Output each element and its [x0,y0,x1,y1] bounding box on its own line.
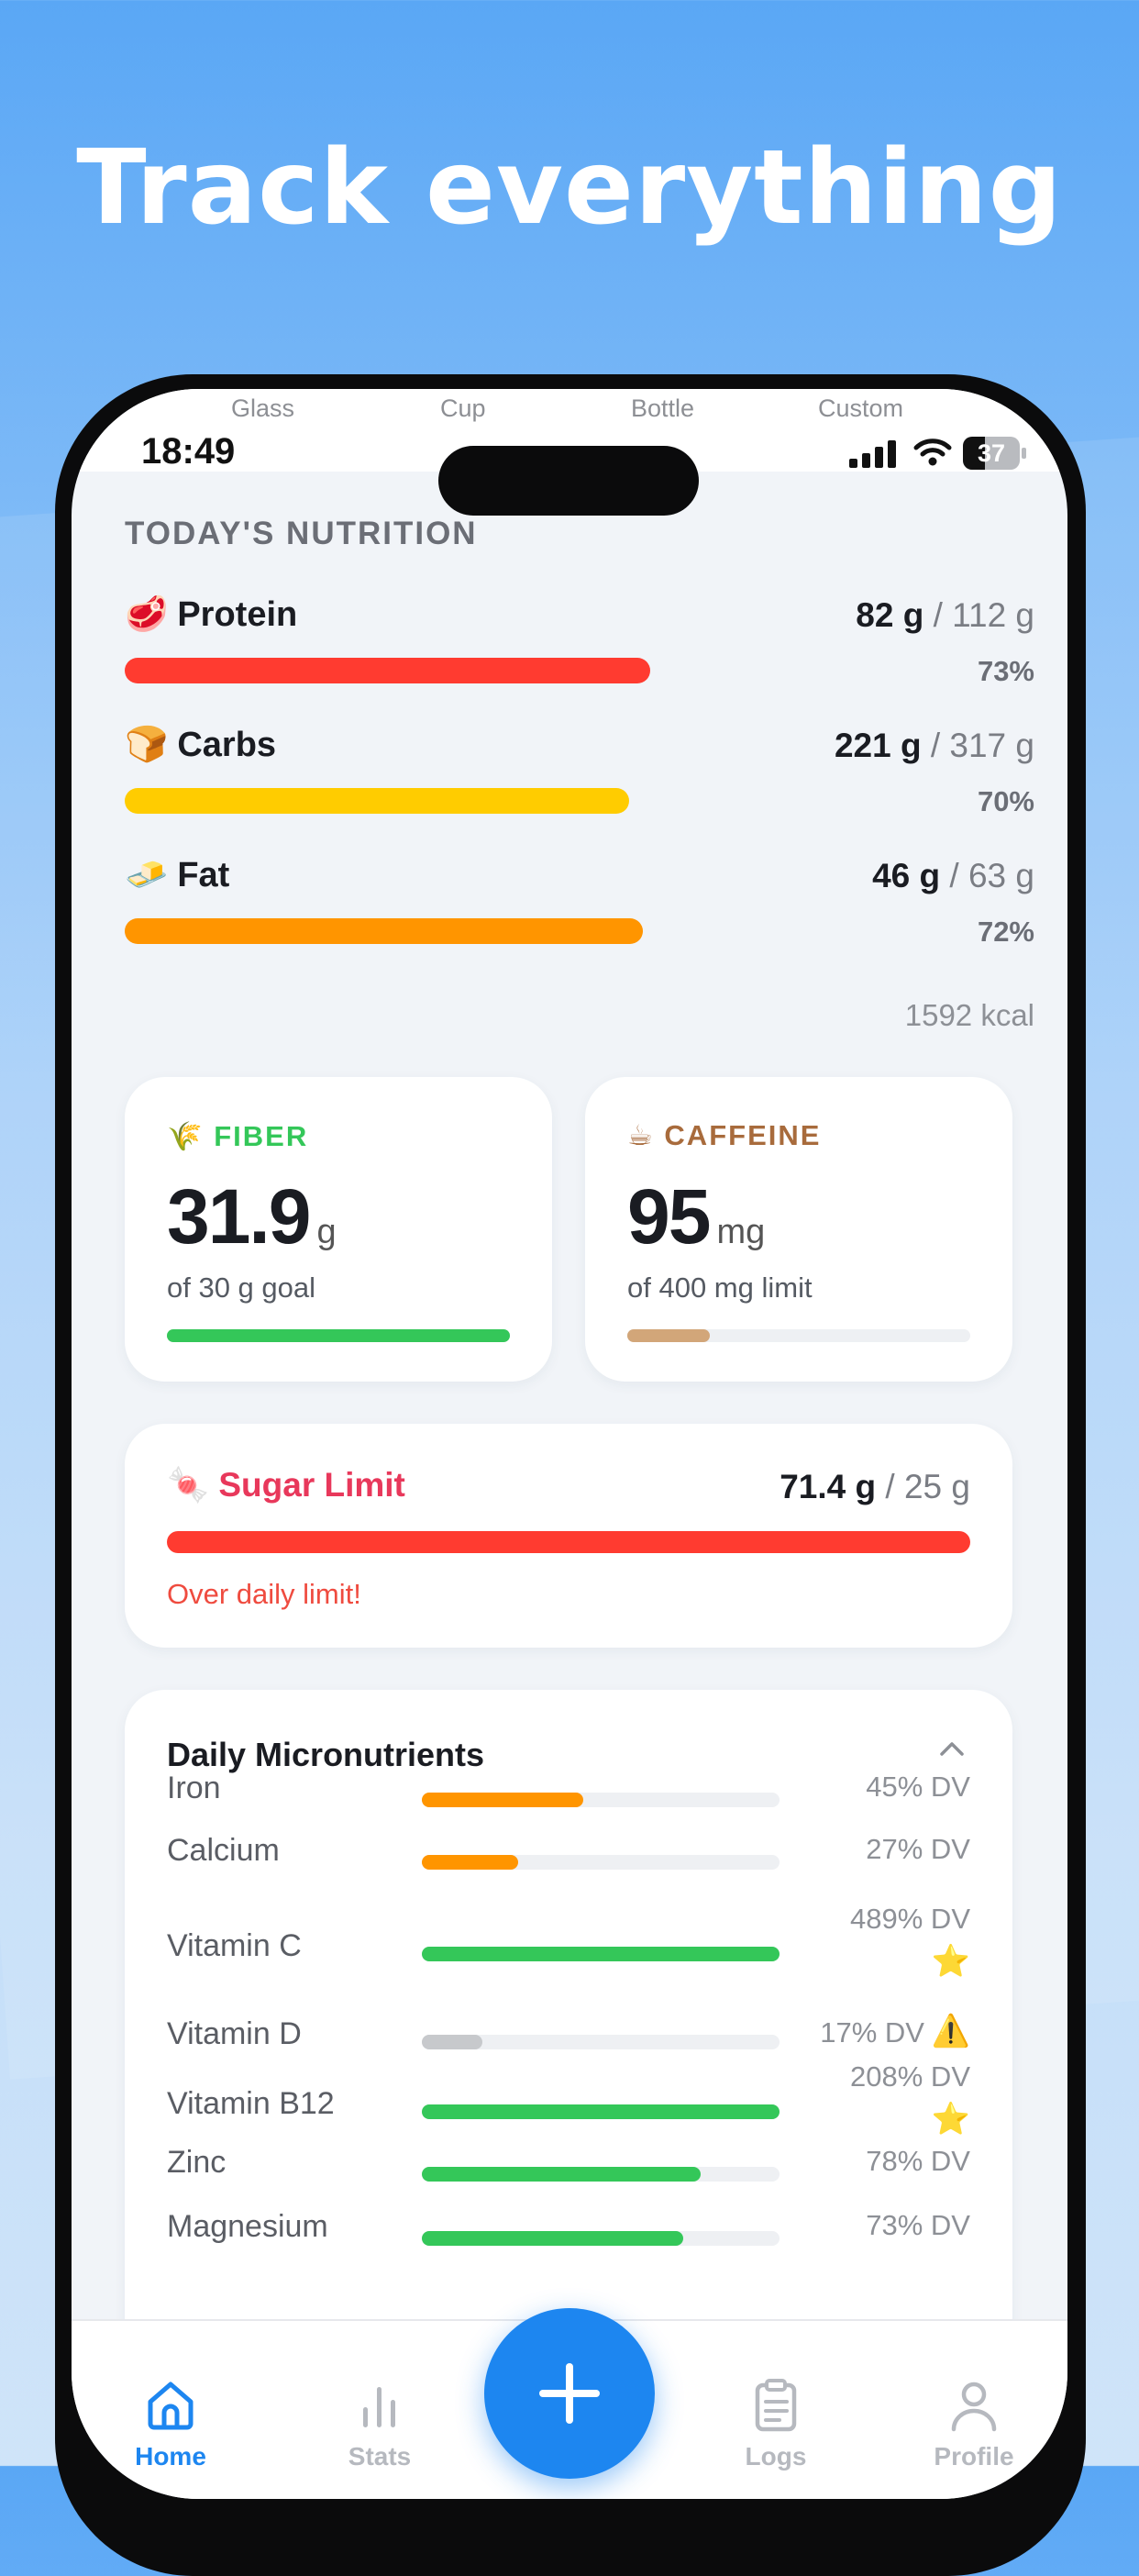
micronutrient-progress-track [422,2167,780,2182]
caffeine-progress-track [627,1329,970,1342]
macro-protein-percent: 73% [977,655,1034,687]
micronutrients-title: Daily Micronutrients [167,1736,485,1773]
macro-fat-percent: 72% [977,916,1034,948]
star-icon: ⭐ [931,2102,970,2137]
chevron-up-icon[interactable] [939,1739,965,1758]
tab-bottle[interactable]: Bottle [631,394,695,422]
micronutrient-name: Iron [167,1771,221,1805]
micronutrient-name: Vitamin D [167,2016,302,2051]
micronutrient-dv: 78% DV [866,2145,970,2177]
micronutrient-progress-track [422,1855,780,1870]
section-title: TODAY'S NUTRITION [125,516,478,551]
add-button[interactable] [484,2308,655,2479]
carbs-progress-bar [125,788,629,814]
micronutrient-name: Zinc [167,2145,227,2180]
micronutrient-progress-track [422,2035,780,2049]
status-bar: Glass Cup Bottle Custom 18:49 37 [72,389,1067,472]
micronutrients-card: Daily Micronutrients Iron 45% DV Calcium 27… [125,1690,1012,2387]
micronutrient-progress-fill [422,1947,780,1961]
micronutrient-dv: 208% DV [850,2060,970,2093]
cellular-signal-icon [849,440,896,468]
nav-profile[interactable]: Profile [910,2376,1038,2471]
caffeine-value: 95 mg [627,1173,766,1260]
container-tabs: Glass Cup Bottle Custom [72,394,1067,431]
macro-carbs-percent: 70% [977,785,1034,817]
fiber-label: 🌾 FIBER [167,1120,309,1152]
caffeine-progress-fill [627,1329,710,1342]
micronutrient-progress-track [422,2104,780,2119]
nav-stats[interactable]: Stats [315,2376,444,2471]
bar-chart-icon [363,2387,395,2427]
micronutrient-progress-fill [422,2035,483,2049]
sugar-warning: Over daily limit! [167,1578,361,1610]
caffeine-limit: of 400 mg limit [627,1271,813,1304]
micronutrient-dv: 27% DV [866,1833,970,1865]
home-icon [148,2382,194,2430]
sugar-card[interactable]: 🍬 Sugar Limit 71.4 g / 25 g Over daily l… [125,1424,1012,1648]
clipboard-icon [755,2379,797,2432]
micronutrient-progress-fill [422,2231,683,2246]
micronutrient-progress-fill [422,2167,702,2182]
star-icon: ⭐ [931,1944,970,1979]
tab-custom[interactable]: Custom [818,394,904,422]
fiber-progress-track [167,1329,510,1342]
protein-progress-bar [125,658,650,683]
micronutrient-name: Vitamin C [167,1928,302,1963]
plus-icon [539,2363,600,2424]
micronutrient-progress-fill [422,1793,583,1807]
micronutrient-dv: 45% DV [866,1771,970,1803]
fiber-progress-fill [167,1329,510,1342]
bread-icon: 🍞 [125,726,169,764]
dynamic-island [438,446,699,516]
macro-carbs-value: 221 g / 317 g [834,727,1034,764]
sugar-title: 🍬 Sugar Limit [167,1466,405,1504]
caffeine-label: ☕ CAFFEINE [627,1119,822,1151]
person-icon [951,2382,997,2432]
fat-progress-bar [125,918,643,944]
headline: Track everything [76,128,1063,248]
macro-protein-value: 82 g / 112 g [856,596,1034,634]
micronutrient-progress-track [422,1947,780,1961]
fiber-goal: of 30 g goal [167,1271,316,1304]
micronutrient-name: Calcium [167,1833,280,1868]
nav-logs[interactable]: Logs [712,2376,840,2471]
micronutrient-dv: 489% DV [850,1903,970,1935]
micronutrient-name: Vitamin B12 [167,2086,335,2121]
meat-icon: 🥩 [125,595,169,634]
micronutrient-progress-fill [422,1855,519,1870]
tab-glass[interactable]: Glass [231,394,295,422]
coffee-icon: ☕ [627,1119,655,1151]
sugar-value: 71.4 g / 25 g [780,1468,970,1505]
status-time: 18:49 [141,431,236,472]
sugar-progress-bar [167,1531,970,1553]
total-calories: 1592 kcal [904,998,1034,1032]
candy-icon: 🍬 [167,1466,210,1504]
fiber-value: 31.9 g [167,1173,337,1260]
micronutrient-progress-fill [422,2104,780,2119]
butter-icon: 🧈 [125,856,169,894]
nav-home[interactable]: Home [106,2376,235,2471]
macro-fat-label: 🧈 Fat [125,856,230,894]
micronutrient-name: Magnesium [167,2209,328,2244]
micronutrient-dv: 17% DV [820,2016,924,2049]
micronutrient-dv: 73% DV [866,2209,970,2241]
macro-protein-label: 🥩 Protein [125,595,298,634]
fiber-card[interactable]: 🌾 FIBER 31.9 g of 30 g goal [125,1077,552,1382]
wifi-icon [913,439,952,466]
micronutrient-progress-track [422,1793,780,1807]
caffeine-card[interactable]: ☕ CAFFEINE 95 mg of 400 mg limit [585,1077,1012,1382]
macro-fat-value: 46 g / 63 g [872,857,1034,894]
macro-carbs-label: 🍞 Carbs [125,726,277,764]
warning-icon: ⚠️ [931,2014,970,2049]
tab-cup[interactable]: Cup [440,394,486,422]
app-screen: Glass Cup Bottle Custom 18:49 37 TODAY'S… [72,389,1067,2499]
wheat-icon: 🌾 [167,1120,205,1152]
battery-level: 37 [977,439,1006,467]
micronutrient-progress-track [422,2231,780,2246]
battery-icon: 37 [963,437,1027,470]
